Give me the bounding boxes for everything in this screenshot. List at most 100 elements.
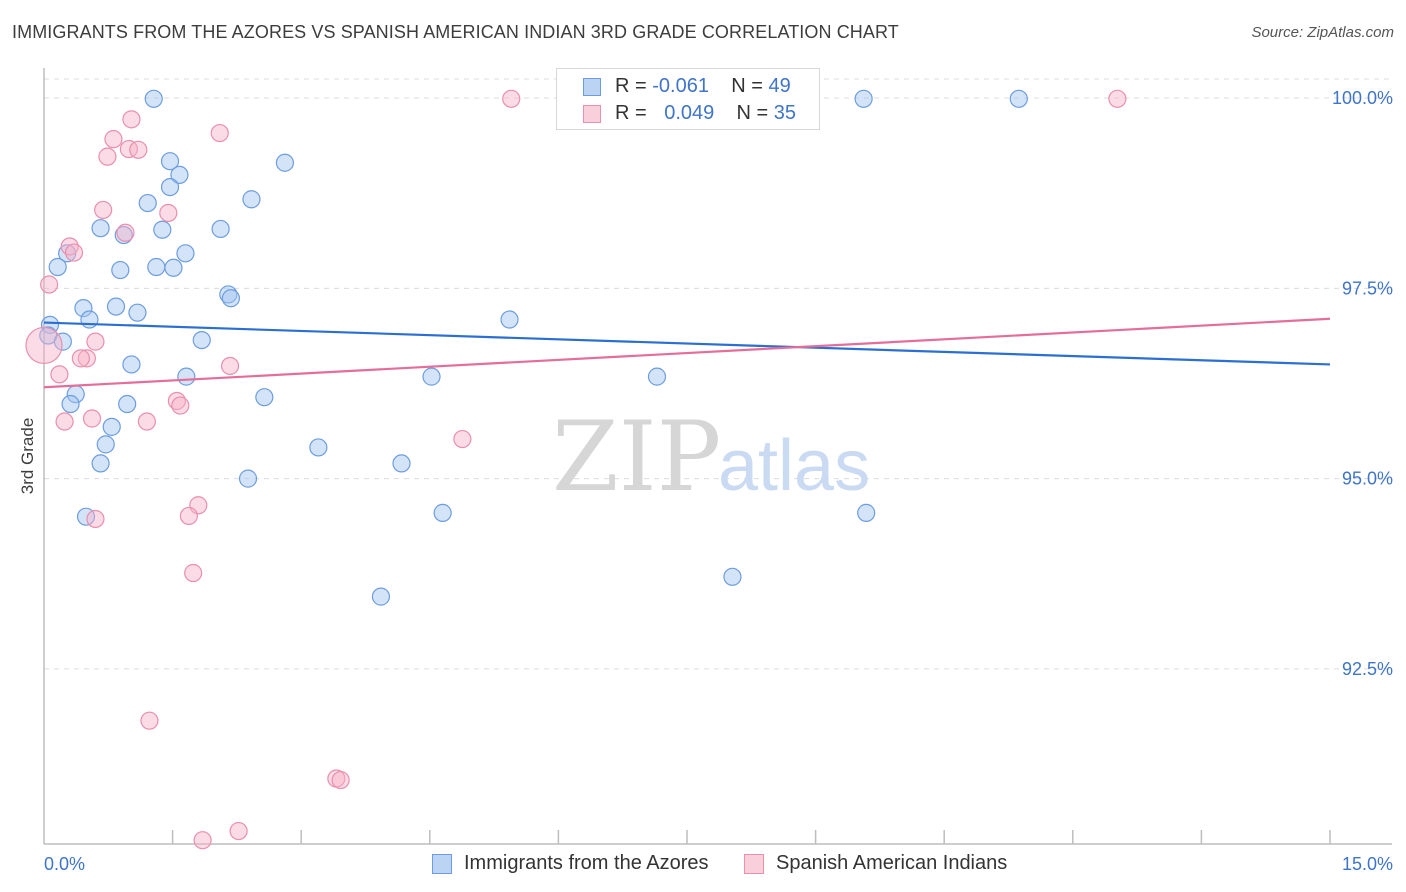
spanish-american-indians-point [331,770,350,790]
azores-point [138,193,157,213]
x-tick-label: 15.0% [1342,854,1393,874]
azores-point [160,177,180,197]
spanish-american-indians-point [98,147,117,166]
stats-text-azores: R = -0.061 N = 49 [615,75,791,98]
spanish-american-indians-point [137,412,156,431]
spanish-american-indians-point [71,349,90,368]
axes [43,68,1392,845]
azores-point [153,220,172,239]
spanish-american-indians-point [86,509,105,529]
spanish-american-indians-swatch-icon [583,105,601,123]
azores-point [854,89,873,108]
r-value: -0.061 [652,75,709,97]
series-legend: Immigrants from the Azores Spanish Ameri… [0,852,1406,878]
y-tick-label: 95.0% [1342,469,1393,489]
spanish-american-indians-point [210,123,229,143]
azores-point [128,303,147,322]
azores-point [91,454,110,473]
azores-point [144,89,163,108]
azores-point [221,289,240,308]
azores-point [176,244,195,263]
spanish-american-indians-point [119,139,138,159]
azores-point [80,310,99,329]
azores-point [275,153,295,172]
azores-point [102,417,121,436]
azores-point [106,297,126,316]
spanish-american-indians-point [502,89,521,108]
legend-label-spanish-american-indians: Spanish American Indians [776,852,1008,874]
n-value: 49 [768,75,791,97]
azores-point [192,330,211,350]
x-tick-label: 0.0% [44,854,85,874]
spanish-american-indians-point [140,711,159,730]
azores-trend-line [43,321,1331,366]
azores-point [111,260,130,280]
watermark-atlas: atlas [718,426,870,506]
y-tick-label: 97.5% [1342,278,1393,298]
spanish-american-indians-point [184,563,203,583]
spanish-american-indians-point [40,275,59,294]
spanish-american-indians-point [129,140,148,159]
azores-point [91,219,110,238]
spanish-american-indians-point [193,831,212,850]
spanish-american-indians-point [453,429,472,449]
azores-point [118,394,137,414]
source-label: Source: ZipAtlas.com [1251,24,1394,41]
azores-point [160,152,180,171]
azores-point [371,587,391,606]
spanish-american-indians-point [64,243,84,262]
data-points [25,89,1127,850]
azores-point [48,257,67,277]
azores-legend-swatch-icon [432,854,452,874]
r-value: 0.049 [664,102,715,124]
spanish-american-indians-legend-swatch-icon [744,854,764,874]
legend-label-azores: Immigrants from the Azores [464,852,709,874]
spanish-american-indians-point [122,110,141,129]
stats-text-spanish-american-indians: R = 0.049 N = 35 [615,102,796,125]
azores-point [53,332,72,351]
gridlines [44,78,1392,670]
chart-title: IMMIGRANTS FROM THE AZORES VS SPANISH AM… [12,22,899,42]
azores-point [723,567,742,586]
stats-legend: R = -0.061 N = 49 R = 0.049 N = 35 [556,68,820,130]
azores-point [647,367,667,386]
r-label: R = [615,75,647,97]
n-value: 35 [773,102,797,124]
spanish-american-indians-point [86,332,105,351]
azores-point [74,299,93,318]
spanish-american-indians-point [116,223,135,242]
azores-point [96,435,115,454]
n-label: N = [736,102,769,124]
azores-point [255,388,274,407]
azores-point [500,310,519,329]
azores-point [147,257,166,277]
spanish-american-indians-point [77,349,96,368]
spanish-american-indians-point [1108,89,1127,108]
spanish-american-indians-point [159,203,178,223]
azores-point [422,367,441,386]
trend-lines [43,317,1331,389]
spanish-american-indians-point [104,130,123,149]
azores-point [164,258,183,277]
azores-point [61,394,80,414]
watermark: ZIP atlas [552,401,870,513]
azores-point [309,438,328,457]
azores-point [1009,89,1028,108]
y-axis-label: 3rd Grade [18,418,37,495]
azores-point [433,503,452,522]
azores-swatch-icon [583,78,601,96]
azores-point [211,219,230,239]
spanish-american-indians-trend-line [43,317,1331,389]
spanish-american-indians-point [229,821,248,841]
y-tick-label: 92.5% [1342,659,1393,679]
azores-point [242,190,261,209]
azores-point [122,355,141,374]
spanish-american-indians-point [94,200,113,220]
spanish-american-indians-point [171,396,190,415]
axis-labels: 100.0% 97.5% 95.0% 92.5% 0.0% 15.0% 3rd Grade [18,88,1393,874]
azores-point [170,165,189,185]
spanish-american-indians-point [179,506,198,526]
azores-point [238,469,258,488]
watermark-zip: ZIP [552,401,721,513]
